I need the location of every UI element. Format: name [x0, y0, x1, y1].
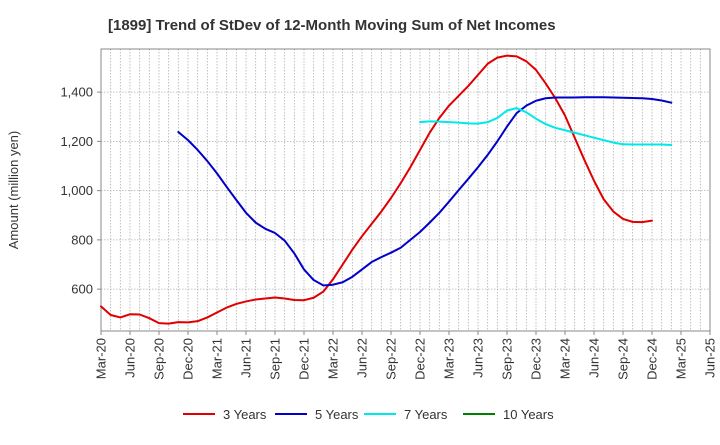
x-tick-label: Jun-23 [471, 338, 486, 378]
x-tick-label: Jun-25 [703, 338, 718, 378]
y-tick-label: 600 [71, 282, 93, 297]
x-tick-label: Sep-23 [500, 338, 515, 380]
x-tick-label: Mar-20 [94, 338, 109, 379]
x-tick-label: Sep-24 [616, 338, 631, 380]
y-axis-label: Amount (million yen) [6, 131, 21, 250]
grid [101, 49, 710, 331]
x-tick-label: Dec-23 [529, 338, 544, 380]
x-tick-label: Jun-22 [355, 338, 370, 378]
y-tick-label: 1,000 [60, 183, 93, 198]
legend-label-10-years: 10 Years [503, 407, 554, 422]
series-line-3-years [100, 54, 653, 325]
chart-title: [1899] Trend of StDev of 12-Month Moving… [108, 17, 556, 34]
x-tick-label: Sep-20 [152, 338, 167, 380]
y-tick-label: 1,200 [60, 134, 93, 149]
x-tick-label: Dec-21 [297, 338, 312, 380]
legend-label-5-years: 5 Years [315, 407, 359, 422]
x-tick-label: Sep-21 [268, 338, 283, 380]
series-line-7-years [419, 107, 673, 147]
y-tick-label: 1,400 [60, 85, 93, 100]
x-tick-label: Mar-25 [674, 338, 689, 379]
y-axis-ticks: 600 800 1,000 1,200 1,400 [60, 85, 101, 297]
x-tick-label: Jun-20 [123, 338, 138, 378]
series-lines [100, 54, 673, 325]
x-tick-label: Dec-24 [645, 338, 660, 380]
plot-area-border [100, 48, 711, 332]
legend-label-7-years: 7 Years [404, 407, 448, 422]
x-axis-ticks: Mar-20 Jun-20 Sep-20 Dec-20 Mar-21 Jun-21 Sep-… [94, 331, 718, 380]
y-tick-label: 800 [71, 232, 93, 247]
series-line-5-years [177, 96, 673, 287]
legend-label-3-years: 3 Years [223, 407, 267, 422]
x-tick-label: Jun-21 [239, 338, 254, 378]
legend: 3 Years 5 Years 7 Years 10 Years [183, 407, 554, 422]
x-tick-label: Sep-22 [384, 338, 399, 380]
x-tick-label: Mar-22 [326, 338, 341, 379]
x-tick-label: Jun-24 [587, 338, 602, 378]
x-tick-label: Mar-23 [442, 338, 457, 379]
x-tick-label: Dec-22 [413, 338, 428, 380]
x-tick-label: Mar-21 [210, 338, 225, 379]
x-tick-label: Mar-24 [558, 338, 573, 379]
x-tick-label: Dec-20 [181, 338, 196, 380]
